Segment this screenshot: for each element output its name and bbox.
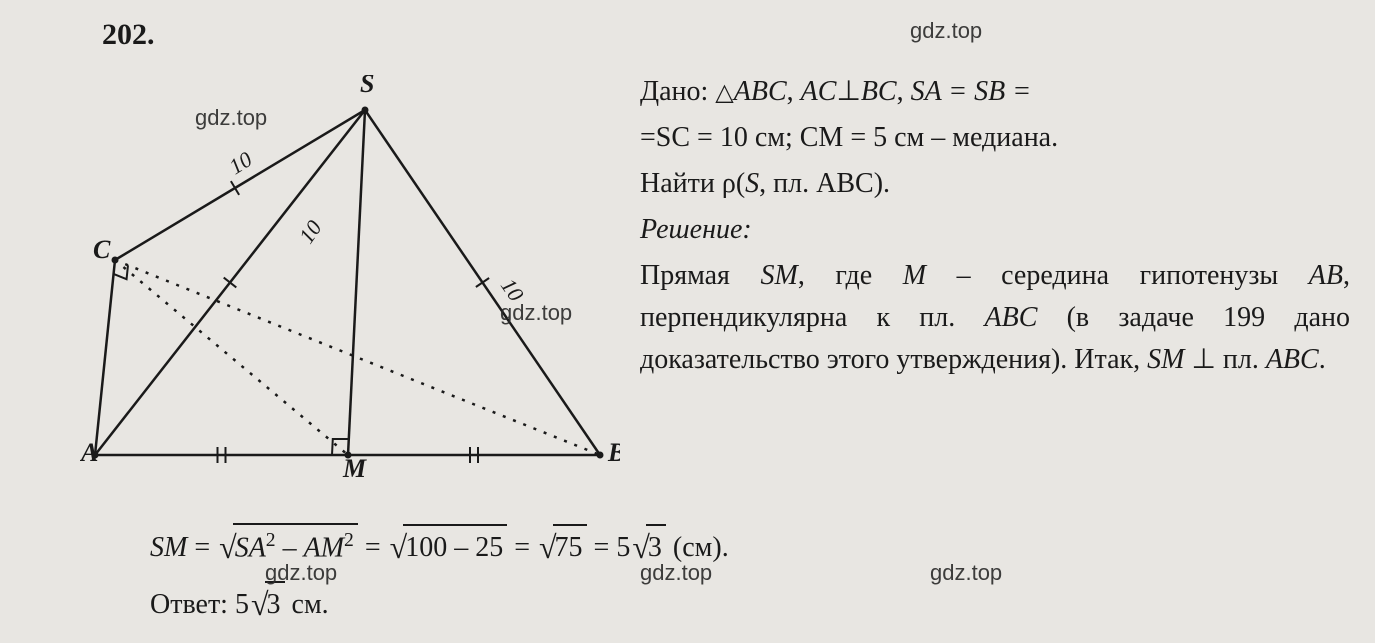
watermark: gdz.top — [910, 18, 982, 44]
problem-text: Дано: △ABC, AC⊥BC, SA = SB = =SC = 10 см… — [640, 70, 1350, 385]
watermark: gdz.top — [500, 300, 572, 326]
given-line-2: =SC = 10 см; CM = 5 см – медиана. — [640, 117, 1350, 159]
page: 202. ABCSM101010 Дано: △ABC, AC⊥BC, SA =… — [0, 0, 1375, 643]
solution-paragraph: Прямая SM, где M – середина гипотенузы A… — [640, 255, 1350, 381]
problem-number: 202. — [102, 18, 155, 52]
given-line-1: Дано: △ABC, AC⊥BC, SA = SB = — [640, 70, 1350, 113]
geometry-diagram: ABCSM101010 — [80, 75, 620, 485]
svg-text:B: B — [607, 438, 620, 467]
watermark: gdz.top — [930, 560, 1002, 586]
watermark: gdz.top — [640, 560, 712, 586]
svg-text:S: S — [360, 75, 374, 98]
svg-text:10: 10 — [294, 216, 327, 248]
watermark: gdz.top — [265, 560, 337, 586]
svg-text:A: A — [80, 438, 98, 467]
find-line: Найти ρ(S, пл. ABC). — [640, 163, 1350, 205]
watermark: gdz.top — [195, 105, 267, 131]
solution-heading: Решение: — [640, 209, 1350, 251]
svg-text:10: 10 — [224, 146, 256, 179]
svg-text:C: C — [93, 235, 111, 264]
svg-text:M: M — [342, 454, 367, 483]
